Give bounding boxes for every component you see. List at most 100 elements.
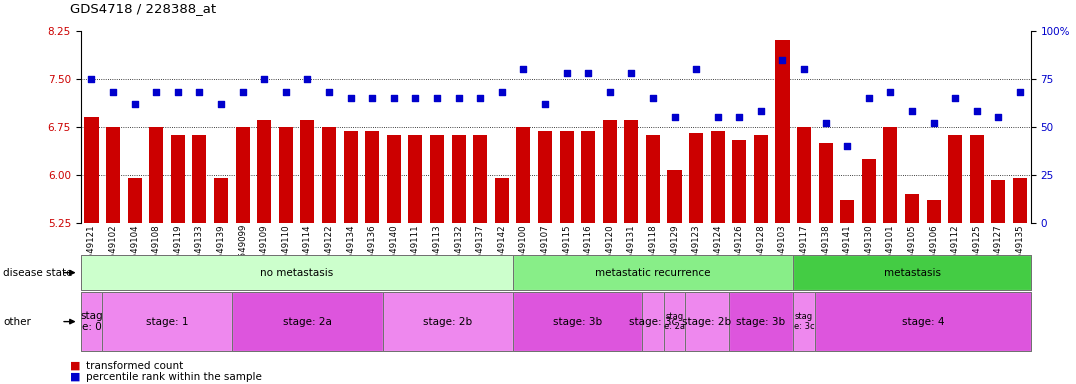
Bar bbox=[365, 131, 379, 223]
Point bbox=[904, 108, 921, 114]
Point bbox=[601, 89, 619, 95]
Point bbox=[968, 108, 986, 114]
Bar bbox=[430, 135, 444, 223]
Point bbox=[190, 89, 208, 95]
Text: ■: ■ bbox=[70, 372, 81, 382]
Text: GDS4718 / 228388_at: GDS4718 / 228388_at bbox=[70, 2, 216, 15]
Point bbox=[623, 70, 640, 76]
Text: stage: 2a: stage: 2a bbox=[283, 316, 331, 327]
Point bbox=[428, 95, 445, 101]
Point bbox=[558, 70, 576, 76]
Bar bbox=[1013, 178, 1027, 223]
Bar bbox=[279, 127, 293, 223]
Text: metastasis: metastasis bbox=[883, 268, 940, 278]
Point bbox=[860, 95, 877, 101]
Bar bbox=[667, 170, 681, 223]
Point bbox=[774, 56, 791, 63]
Point bbox=[580, 70, 597, 76]
Bar bbox=[819, 143, 833, 223]
Bar bbox=[948, 135, 962, 223]
Point bbox=[212, 101, 229, 107]
Point bbox=[493, 89, 510, 95]
Point bbox=[126, 101, 143, 107]
Bar bbox=[193, 135, 207, 223]
Bar bbox=[236, 127, 250, 223]
Point bbox=[795, 66, 812, 72]
Point bbox=[947, 95, 964, 101]
Point bbox=[925, 120, 943, 126]
Bar bbox=[409, 135, 423, 223]
Bar bbox=[754, 135, 768, 223]
Point bbox=[450, 95, 467, 101]
Point bbox=[256, 76, 273, 82]
Point bbox=[104, 89, 122, 95]
Bar bbox=[257, 120, 271, 223]
Bar bbox=[969, 135, 983, 223]
Bar bbox=[991, 180, 1005, 223]
Bar bbox=[107, 127, 121, 223]
Bar bbox=[862, 159, 876, 223]
Point bbox=[688, 66, 705, 72]
Bar bbox=[214, 178, 228, 223]
Text: stage: 1: stage: 1 bbox=[146, 316, 188, 327]
Text: metastatic recurrence: metastatic recurrence bbox=[595, 268, 710, 278]
Point bbox=[364, 95, 381, 101]
Text: stag
e: 0: stag e: 0 bbox=[81, 311, 103, 333]
Text: stage: 3b: stage: 3b bbox=[736, 316, 785, 327]
Point bbox=[278, 89, 295, 95]
Point bbox=[666, 114, 683, 120]
Bar bbox=[797, 127, 811, 223]
Text: stag
e: 3c: stag e: 3c bbox=[794, 312, 815, 331]
Text: ■: ■ bbox=[70, 361, 81, 371]
Bar bbox=[603, 120, 617, 223]
Text: stag
e: 2a: stag e: 2a bbox=[664, 312, 685, 331]
Text: stage: 4: stage: 4 bbox=[902, 316, 944, 327]
Bar bbox=[516, 127, 530, 223]
Point bbox=[385, 95, 402, 101]
Text: stage: 2b: stage: 2b bbox=[423, 316, 472, 327]
Point bbox=[321, 89, 338, 95]
Point bbox=[709, 114, 726, 120]
Text: disease state: disease state bbox=[3, 268, 73, 278]
Bar bbox=[581, 131, 595, 223]
Point bbox=[990, 114, 1007, 120]
Bar bbox=[452, 135, 466, 223]
Point bbox=[645, 95, 662, 101]
Bar bbox=[733, 139, 747, 223]
Bar bbox=[128, 178, 142, 223]
Bar bbox=[840, 200, 854, 223]
Bar bbox=[538, 131, 552, 223]
Text: percentile rank within the sample: percentile rank within the sample bbox=[86, 372, 261, 382]
Bar bbox=[689, 133, 703, 223]
Bar bbox=[624, 120, 638, 223]
Point bbox=[471, 95, 489, 101]
Point bbox=[817, 120, 834, 126]
Text: stage: 2b: stage: 2b bbox=[682, 316, 732, 327]
Bar bbox=[171, 135, 185, 223]
Text: other: other bbox=[3, 316, 31, 327]
Point bbox=[147, 89, 165, 95]
Point bbox=[235, 89, 252, 95]
Point bbox=[407, 95, 424, 101]
Text: no metastasis: no metastasis bbox=[260, 268, 334, 278]
Bar bbox=[343, 131, 357, 223]
Bar bbox=[473, 135, 487, 223]
Bar bbox=[883, 127, 897, 223]
Point bbox=[514, 66, 532, 72]
Bar bbox=[560, 131, 574, 223]
Text: stage: 3c: stage: 3c bbox=[628, 316, 677, 327]
Point bbox=[1011, 89, 1029, 95]
Point bbox=[169, 89, 186, 95]
Bar bbox=[150, 127, 164, 223]
Bar bbox=[495, 178, 509, 223]
Bar bbox=[646, 135, 660, 223]
Point bbox=[536, 101, 553, 107]
Text: transformed count: transformed count bbox=[86, 361, 183, 371]
Bar bbox=[85, 117, 99, 223]
Bar bbox=[386, 135, 401, 223]
Point bbox=[838, 143, 855, 149]
Point bbox=[83, 76, 100, 82]
Bar bbox=[926, 200, 940, 223]
Bar bbox=[322, 127, 336, 223]
Point bbox=[731, 114, 748, 120]
